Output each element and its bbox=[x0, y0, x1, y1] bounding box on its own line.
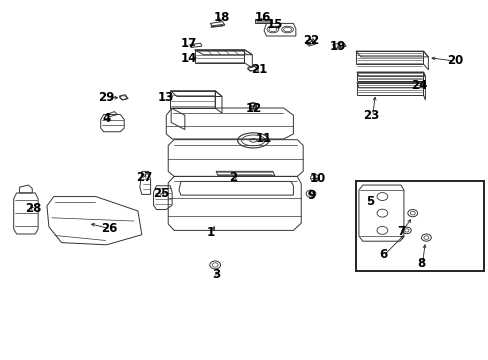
Text: 11: 11 bbox=[255, 132, 272, 145]
Text: 3: 3 bbox=[212, 268, 220, 281]
Text: 5: 5 bbox=[366, 195, 374, 208]
Text: 29: 29 bbox=[98, 91, 115, 104]
Text: 18: 18 bbox=[213, 11, 229, 24]
Text: 16: 16 bbox=[254, 11, 270, 24]
Text: 2: 2 bbox=[228, 171, 236, 184]
Text: 7: 7 bbox=[396, 225, 404, 238]
Text: 24: 24 bbox=[410, 79, 427, 92]
Text: 14: 14 bbox=[180, 52, 197, 65]
Text: 8: 8 bbox=[417, 257, 425, 270]
Text: 20: 20 bbox=[446, 54, 462, 67]
Text: 12: 12 bbox=[245, 102, 262, 114]
Text: 15: 15 bbox=[266, 18, 283, 31]
Text: 17: 17 bbox=[180, 37, 197, 50]
Text: 6: 6 bbox=[379, 248, 386, 261]
Text: 23: 23 bbox=[363, 109, 379, 122]
Text: 4: 4 bbox=[102, 112, 110, 125]
Text: 25: 25 bbox=[153, 187, 169, 200]
Text: 13: 13 bbox=[158, 91, 174, 104]
Text: 1: 1 bbox=[207, 226, 215, 239]
Text: 28: 28 bbox=[25, 202, 41, 215]
Text: 27: 27 bbox=[135, 171, 152, 184]
Text: 10: 10 bbox=[309, 172, 325, 185]
Bar bbox=[355, 181, 483, 271]
Text: 26: 26 bbox=[101, 222, 118, 235]
Text: 19: 19 bbox=[328, 40, 345, 53]
Text: 21: 21 bbox=[250, 63, 267, 76]
Text: 9: 9 bbox=[307, 189, 315, 202]
Text: 22: 22 bbox=[302, 34, 319, 47]
